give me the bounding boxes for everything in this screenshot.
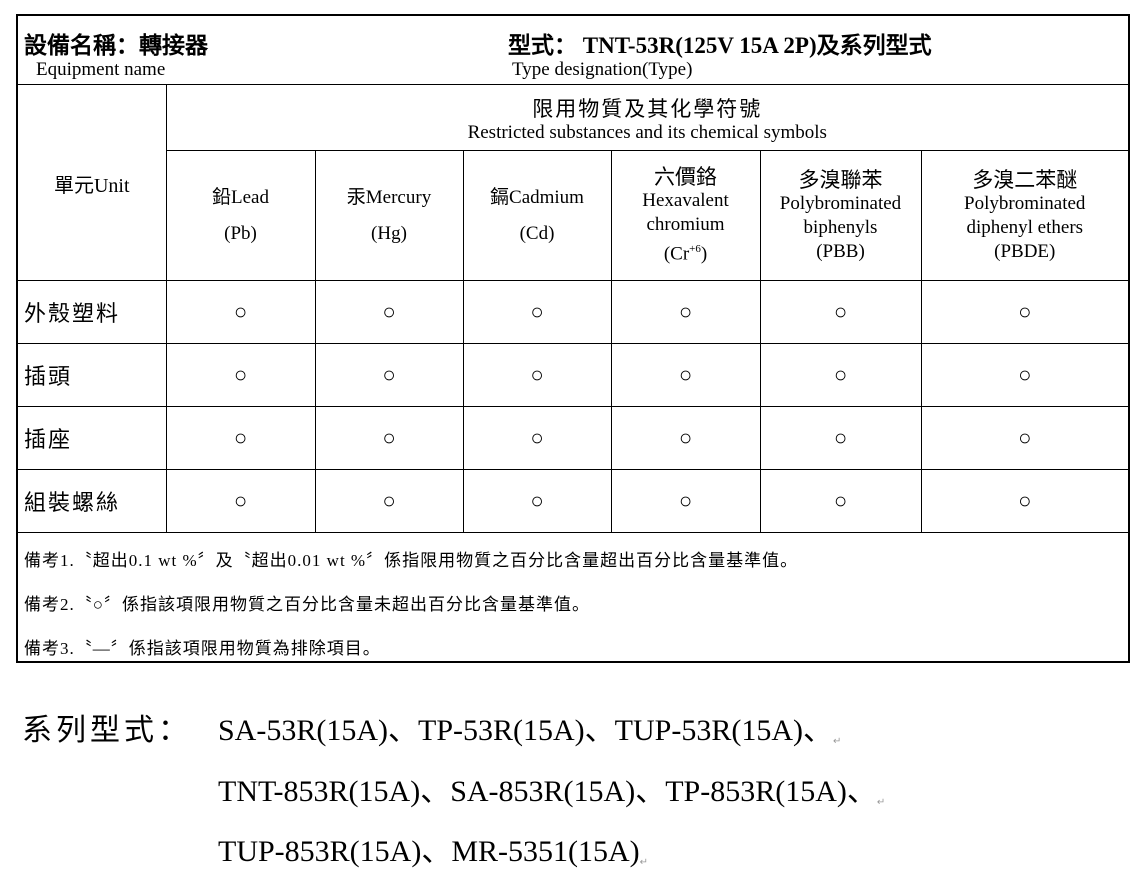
column-label: chromium: [646, 213, 725, 235]
column-label: biphenyls: [803, 216, 878, 238]
column-symbol: (Cd): [519, 222, 555, 244]
substances-header-en: Restricted substances and its chemical s…: [467, 121, 827, 143]
column-label-zh: 多溴聯苯: [798, 167, 883, 192]
series-line-1: SA-53R(15A)、TP-53R(15A)、TUP-53R(15A)、: [218, 714, 833, 747]
column-symbol: (PBB): [816, 240, 865, 262]
substance-status-cell: ○: [314, 280, 464, 344]
substance-status-cell: ○: [462, 343, 612, 407]
unit-header: 單元Unit: [18, 84, 167, 281]
column-symbol: (Hg): [371, 222, 407, 244]
row-unit: 外殼塑料: [18, 280, 167, 344]
table-row: 插座 ○ ○ ○ ○ ○ ○: [18, 406, 1128, 470]
note-2: 備考2.〝○〞係指該項限用物質之百分比含量未超出百分比含量基準值。: [24, 595, 591, 614]
substance-status-cell: ○: [610, 469, 761, 533]
substance-status-cell: ○: [759, 343, 922, 407]
column-label: 鉛Lead: [212, 186, 269, 208]
column-cadmium: 鎘Cadmium (Cd): [462, 150, 612, 281]
column-symbol: (PBDE): [994, 240, 1056, 262]
column-symbol: (Cr+6): [663, 242, 708, 265]
rohs-declaration-table: 設備名稱：轉接器 Equipment name 型式： TNT-53R(125V…: [16, 14, 1130, 671]
substance-status-cell: ○: [165, 406, 316, 470]
paragraph-mark-icon: [877, 775, 885, 808]
column-pbde: 多溴二苯醚 Polybrominated diphenyl ethers (PB…: [920, 150, 1128, 281]
substance-status-cell: ○: [610, 280, 761, 344]
substance-status-cell: ○: [165, 469, 316, 533]
substance-status-cell: ○: [920, 469, 1128, 533]
column-label: 汞Mercury: [346, 186, 432, 208]
equipment-name-en: Equipment name: [36, 59, 166, 80]
column-label: 鎘Cadmium: [490, 186, 584, 208]
column-lead: 鉛Lead (Pb): [165, 150, 316, 281]
substance-status-cell: ○: [314, 469, 464, 533]
series-line-3: TUP-853R(15A)、MR-5351(15A): [218, 835, 640, 868]
row-unit: 組裝螺絲: [18, 469, 167, 533]
document-header: 設備名稱：轉接器 Equipment name 型式： TNT-53R(125V…: [18, 16, 1128, 85]
note-1: 備考1.〝超出0.1 wt %〞及〝超出0.01 wt %〞係指限用物質之百分比…: [24, 551, 799, 570]
substance-status-cell: ○: [759, 406, 922, 470]
type-designation-en: Type designation(Type): [512, 59, 693, 80]
substance-status-cell: ○: [314, 343, 464, 407]
equipment-name-zh: 設備名稱：轉接器: [24, 33, 208, 58]
substance-status-cell: ○: [165, 280, 316, 344]
type-designation-zh: 型式： TNT-53R(125V 15A 2P)及系列型式: [508, 33, 932, 58]
column-label-zh: 六價鉻: [654, 164, 717, 189]
substance-status-cell: ○: [920, 343, 1128, 407]
column-label: Polybrominated: [779, 192, 902, 214]
column-pbb: 多溴聯苯 Polybrominated biphenyls (PBB): [759, 150, 922, 281]
note-3: 備考3.〝—〞係指該項限用物質為排除項目。: [24, 639, 381, 658]
column-label: diphenyl ethers: [966, 216, 1084, 238]
notes: 備考1.〝超出0.1 wt %〞及〝超出0.01 wt %〞係指限用物質之百分比…: [18, 532, 1128, 671]
table-row: 外殼塑料 ○ ○ ○ ○ ○ ○: [18, 280, 1128, 344]
table-row: 插頭 ○ ○ ○ ○ ○ ○: [18, 343, 1128, 407]
series-line-2: TNT-853R(15A)、SA-853R(15A)、TP-853R(15A)、: [218, 775, 877, 808]
column-hexavalent-chromium: 六價鉻 Hexavalent chromium (Cr+6): [610, 150, 761, 281]
substance-status-cell: ○: [462, 406, 612, 470]
column-label: Hexavalent: [642, 189, 729, 211]
substance-status-cell: ○: [920, 406, 1128, 470]
row-unit: 插頭: [18, 343, 167, 407]
substance-status-cell: ○: [610, 343, 761, 407]
substance-status-cell: ○: [314, 406, 464, 470]
column-label: Polybrominated: [964, 192, 1086, 214]
column-label-zh: 多溴二苯醚: [972, 167, 1078, 192]
paragraph-mark-icon: [833, 714, 841, 747]
row-unit: 插座: [18, 406, 167, 470]
substances-header: 限用物質及其化學符號 Restricted substances and its…: [165, 84, 1128, 151]
substance-status-cell: ○: [462, 469, 612, 533]
substance-status-cell: ○: [759, 280, 922, 344]
substance-status-cell: ○: [610, 406, 761, 470]
substance-status-cell: ○: [462, 280, 612, 344]
paragraph-mark-icon: [640, 835, 648, 868]
substance-status-cell: ○: [920, 280, 1128, 344]
substance-status-cell: ○: [165, 343, 316, 407]
substance-status-cell: ○: [759, 469, 922, 533]
column-symbol: (Pb): [224, 222, 257, 244]
table-row: 組裝螺絲 ○ ○ ○ ○ ○ ○: [18, 469, 1128, 533]
substances-header-zh: 限用物質及其化學符號: [532, 96, 763, 121]
column-mercury: 汞Mercury (Hg): [314, 150, 464, 281]
series-label: 系列型式：: [22, 714, 192, 747]
